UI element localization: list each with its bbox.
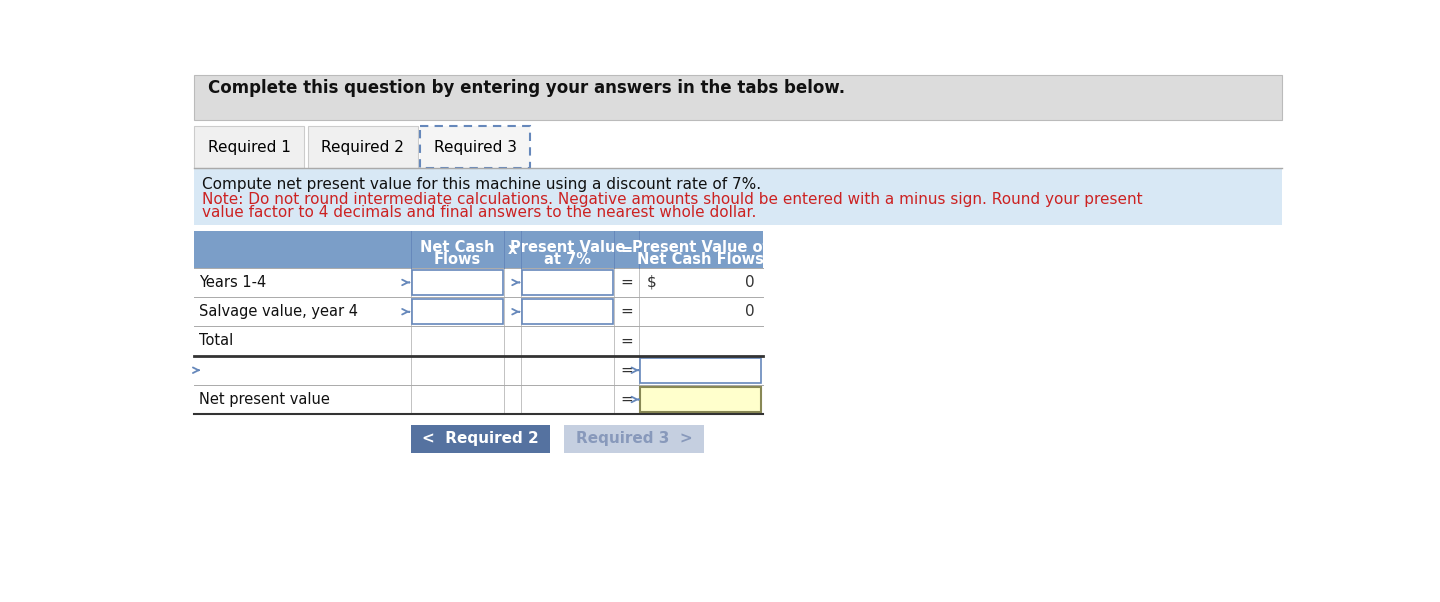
Text: at 7%: at 7% xyxy=(544,252,590,267)
Text: Present Value: Present Value xyxy=(510,240,625,255)
Text: Required 3: Required 3 xyxy=(433,140,517,155)
Text: Required 1: Required 1 xyxy=(207,140,291,155)
Bar xyxy=(194,326,763,356)
Text: x: x xyxy=(508,242,517,257)
FancyBboxPatch shape xyxy=(420,126,530,169)
Text: 0: 0 xyxy=(746,275,755,290)
Text: Salvage value, year 4: Salvage value, year 4 xyxy=(199,304,357,319)
Text: Years 1-4: Years 1-4 xyxy=(199,275,266,290)
Bar xyxy=(412,299,503,324)
Bar xyxy=(521,270,613,295)
Text: =: = xyxy=(621,363,632,377)
Bar xyxy=(308,126,418,169)
Text: =: = xyxy=(621,392,632,407)
Bar xyxy=(564,425,704,453)
Bar xyxy=(410,425,550,453)
Text: Net Cash: Net Cash xyxy=(420,240,495,255)
Text: =: = xyxy=(621,275,632,290)
Text: Complete this question by entering your answers in the tabs below.: Complete this question by entering your … xyxy=(207,79,845,98)
Text: =: = xyxy=(621,334,632,349)
Text: <  Required 2: < Required 2 xyxy=(422,431,539,446)
Bar xyxy=(412,270,503,295)
Bar xyxy=(194,385,763,414)
Bar xyxy=(194,297,763,326)
Text: Compute net present value for this machine using a discount rate of 7%.: Compute net present value for this machi… xyxy=(202,177,760,192)
Text: value factor to 4 decimals and final answers to the nearest whole dollar.: value factor to 4 decimals and final ans… xyxy=(202,205,756,220)
Bar xyxy=(194,169,1282,225)
Bar xyxy=(641,358,762,382)
Bar xyxy=(194,75,1282,120)
Text: Total: Total xyxy=(199,334,233,349)
Bar xyxy=(420,126,530,169)
Bar xyxy=(194,126,304,169)
Text: Present Value of: Present Value of xyxy=(632,240,769,255)
Text: Net present value: Net present value xyxy=(199,392,330,407)
Text: Flows: Flows xyxy=(433,252,481,267)
Text: =: = xyxy=(621,304,632,319)
Bar xyxy=(194,356,763,385)
Text: Net Cash Flows: Net Cash Flows xyxy=(638,252,765,267)
Text: 0: 0 xyxy=(746,304,755,319)
Text: $: $ xyxy=(647,275,657,290)
Text: =: = xyxy=(621,242,632,257)
Text: Required 2: Required 2 xyxy=(321,140,405,155)
Bar xyxy=(641,387,762,412)
Bar xyxy=(194,231,763,268)
Bar xyxy=(194,268,763,297)
Text: Required 3  >: Required 3 > xyxy=(576,431,693,446)
Text: Note: Do not round intermediate calculations. Negative amounts should be entered: Note: Do not round intermediate calculat… xyxy=(202,191,1142,206)
Bar xyxy=(521,299,613,324)
